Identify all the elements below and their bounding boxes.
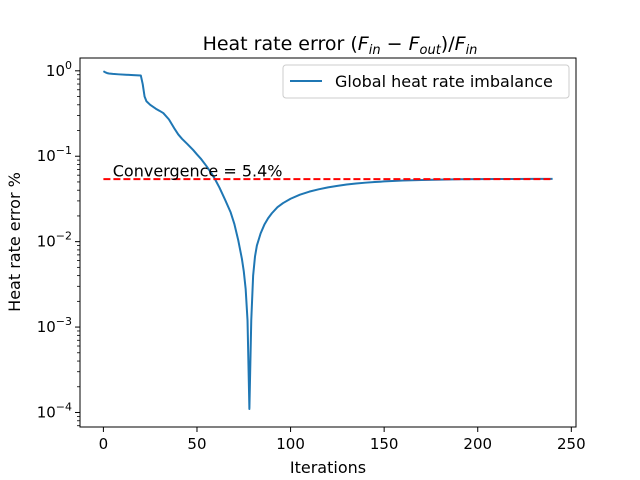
y-axis: 100 10−1 10−2 10−3 10−4 (37, 59, 80, 427)
y-tick-label: 10−1 (37, 144, 72, 165)
x-tick-label: 0 (99, 435, 109, 453)
y-axis-label: Heat rate error % (5, 172, 24, 312)
x-axis-label: Iterations (290, 458, 366, 477)
x-tick-label: 250 (557, 435, 586, 453)
y-tick-label: 10−3 (37, 315, 72, 336)
y-tick-label: 10−4 (37, 400, 72, 421)
legend-label-global-heat-rate: Global heat rate imbalance (335, 72, 553, 91)
y-tick-label: 100 (46, 59, 72, 80)
legend-box (282, 64, 570, 99)
series-line-global-heat-rate (102, 70, 553, 410)
convergence-annotation: Convergence = 5.4% (113, 161, 283, 180)
x-axis: 0 50 100 150 200 250 (99, 427, 586, 453)
axes-frame (79, 57, 577, 428)
x-tick-label: 150 (370, 435, 399, 453)
x-tick-label: 50 (187, 435, 206, 453)
plot-area (102, 70, 553, 410)
legend: Global heat rate imbalance (282, 64, 570, 99)
x-tick-label: 200 (463, 435, 492, 453)
y-tick-label: 10−2 (37, 230, 72, 251)
x-tick-label: 100 (276, 435, 305, 453)
